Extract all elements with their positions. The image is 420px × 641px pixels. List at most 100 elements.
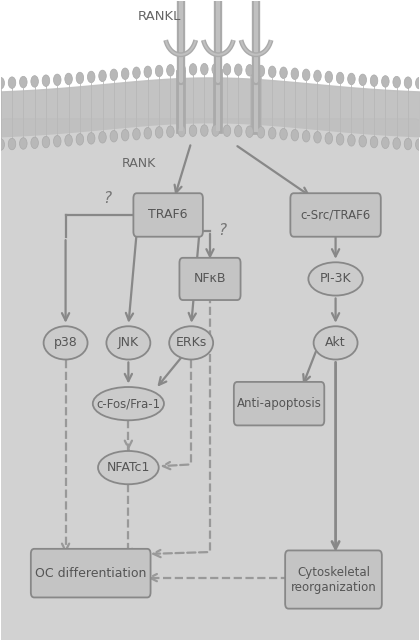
- Circle shape: [110, 131, 118, 142]
- Text: NFATc1: NFATc1: [107, 461, 150, 474]
- Circle shape: [87, 133, 95, 144]
- Circle shape: [31, 137, 38, 149]
- Text: c-Fos/Fra-1: c-Fos/Fra-1: [96, 397, 160, 410]
- Circle shape: [234, 64, 242, 76]
- Text: TRAF6: TRAF6: [148, 208, 188, 221]
- Circle shape: [87, 71, 95, 83]
- Circle shape: [8, 138, 16, 150]
- Circle shape: [257, 127, 265, 138]
- Circle shape: [314, 70, 321, 81]
- Circle shape: [99, 70, 106, 81]
- Text: ?: ?: [218, 224, 227, 238]
- Text: JNK: JNK: [118, 337, 139, 349]
- Circle shape: [370, 137, 378, 148]
- Circle shape: [268, 66, 276, 78]
- Text: c-Src/TRAF6: c-Src/TRAF6: [300, 208, 371, 221]
- Circle shape: [201, 125, 208, 137]
- Circle shape: [178, 64, 186, 76]
- FancyBboxPatch shape: [0, 119, 420, 641]
- Circle shape: [144, 66, 152, 78]
- Circle shape: [325, 133, 333, 144]
- Circle shape: [212, 125, 219, 137]
- FancyBboxPatch shape: [134, 193, 203, 237]
- Circle shape: [382, 137, 389, 149]
- Circle shape: [189, 125, 197, 137]
- Text: Cytoskeletal
reorganization: Cytoskeletal reorganization: [291, 565, 376, 594]
- Circle shape: [302, 69, 310, 81]
- Text: PI-3K: PI-3K: [320, 272, 352, 285]
- Text: p38: p38: [54, 337, 77, 349]
- Circle shape: [178, 126, 186, 137]
- Circle shape: [212, 63, 219, 75]
- Circle shape: [42, 75, 50, 87]
- Circle shape: [223, 125, 231, 137]
- Text: OC differentiation: OC differentiation: [35, 567, 147, 579]
- Circle shape: [133, 67, 140, 78]
- Circle shape: [20, 76, 27, 88]
- Ellipse shape: [106, 326, 150, 360]
- Ellipse shape: [93, 387, 164, 420]
- FancyBboxPatch shape: [179, 258, 241, 300]
- Text: NFκB: NFκB: [194, 272, 226, 285]
- Text: RANK: RANK: [122, 157, 156, 171]
- FancyBboxPatch shape: [31, 549, 150, 597]
- Circle shape: [155, 127, 163, 138]
- Circle shape: [65, 73, 72, 85]
- Circle shape: [133, 128, 140, 140]
- Ellipse shape: [308, 262, 363, 296]
- Circle shape: [280, 67, 287, 78]
- Circle shape: [370, 75, 378, 87]
- Circle shape: [189, 63, 197, 75]
- Circle shape: [167, 65, 174, 76]
- Circle shape: [99, 131, 106, 143]
- Circle shape: [302, 131, 310, 142]
- Circle shape: [65, 135, 72, 146]
- Circle shape: [359, 135, 367, 147]
- Circle shape: [0, 78, 5, 89]
- Circle shape: [291, 129, 299, 141]
- Circle shape: [223, 63, 231, 75]
- Circle shape: [280, 128, 287, 140]
- Ellipse shape: [314, 326, 357, 360]
- Circle shape: [76, 133, 84, 145]
- Circle shape: [76, 72, 84, 84]
- Circle shape: [20, 138, 27, 149]
- Circle shape: [110, 69, 118, 81]
- Circle shape: [53, 74, 61, 86]
- Circle shape: [53, 135, 61, 147]
- Circle shape: [167, 126, 174, 137]
- Circle shape: [382, 76, 389, 87]
- Circle shape: [201, 63, 208, 75]
- Circle shape: [268, 128, 276, 139]
- Circle shape: [0, 139, 5, 150]
- Circle shape: [404, 138, 412, 150]
- FancyBboxPatch shape: [290, 193, 381, 237]
- Circle shape: [246, 65, 253, 76]
- Circle shape: [155, 65, 163, 77]
- Circle shape: [404, 77, 412, 88]
- Circle shape: [415, 78, 420, 89]
- Circle shape: [8, 77, 16, 88]
- Circle shape: [314, 131, 321, 143]
- Circle shape: [42, 137, 50, 148]
- Ellipse shape: [44, 326, 87, 360]
- Circle shape: [121, 129, 129, 141]
- FancyBboxPatch shape: [234, 382, 324, 426]
- Text: RANKL: RANKL: [138, 10, 181, 23]
- Text: ?: ?: [103, 192, 111, 206]
- Ellipse shape: [98, 451, 159, 484]
- Circle shape: [246, 126, 253, 137]
- Circle shape: [144, 128, 152, 139]
- Text: ERKs: ERKs: [176, 337, 207, 349]
- Circle shape: [291, 68, 299, 79]
- FancyBboxPatch shape: [285, 551, 382, 609]
- Circle shape: [234, 126, 242, 137]
- Circle shape: [348, 135, 355, 146]
- Circle shape: [336, 133, 344, 145]
- Circle shape: [348, 73, 355, 85]
- Circle shape: [359, 74, 367, 86]
- Circle shape: [415, 139, 420, 150]
- Circle shape: [257, 65, 265, 77]
- Circle shape: [336, 72, 344, 84]
- Text: Anti-apoptosis: Anti-apoptosis: [236, 397, 321, 410]
